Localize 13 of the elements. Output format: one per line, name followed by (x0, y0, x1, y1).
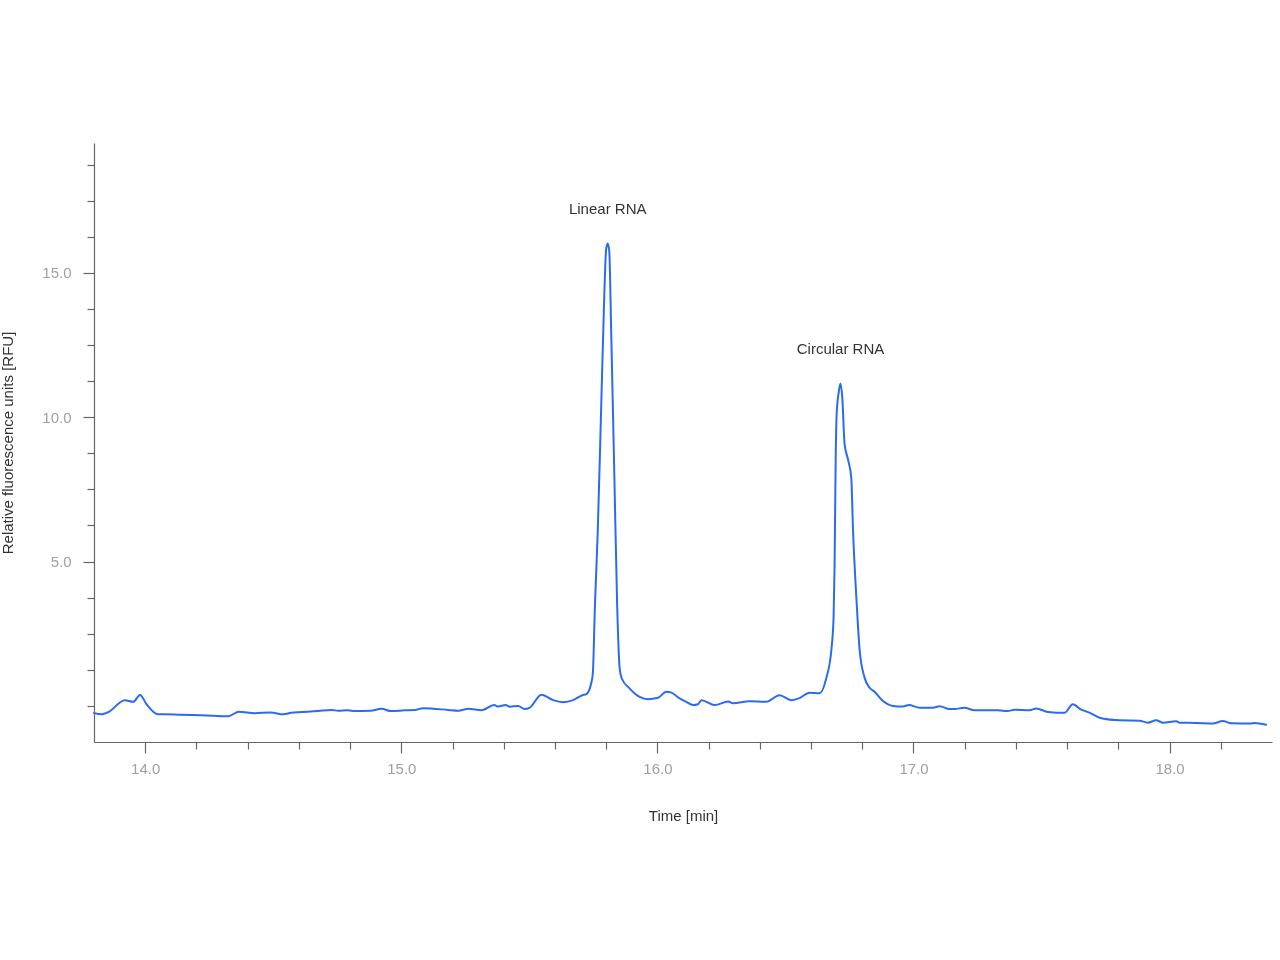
annotation: Circular RNA (796, 340, 885, 358)
x-tick-label: 16.0 (643, 759, 673, 777)
line-series (93, 242, 1268, 726)
x-axis-title: Time [min] (648, 806, 719, 824)
x-tick-label: 14.0 (131, 759, 161, 777)
annotation: Linear RNA (568, 200, 647, 218)
y-tick-label: 15.0 (42, 264, 72, 282)
y-tick-label: 5.0 (50, 553, 72, 571)
y-axis-title: Relative fluorescence units [RFU] (0, 331, 17, 555)
y-tick-label: 10.0 (42, 408, 72, 426)
x-tick-label: 18.0 (1155, 759, 1185, 777)
x-tick-label: 17.0 (899, 759, 929, 777)
x-tick-label: 15.0 (387, 759, 417, 777)
